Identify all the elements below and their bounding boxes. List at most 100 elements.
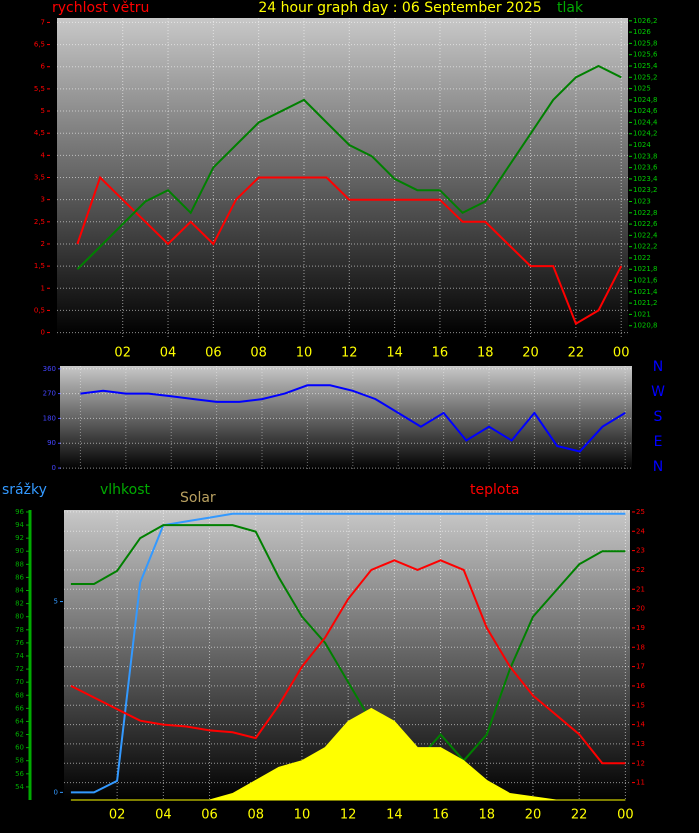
x-tick-label: 22 [571, 808, 588, 823]
y-tick-label: 68 [15, 691, 24, 699]
series-line [70, 524, 626, 763]
y2-tick-label: 1025,6 [633, 51, 658, 59]
y2-tick-label: 15 [636, 701, 645, 709]
y-tick-label: 6,5 [34, 41, 45, 49]
y-tick-label: 2,5 [34, 218, 45, 226]
y-tick-label: 90 [15, 547, 24, 555]
y-tick-label: 4,5 [34, 129, 45, 137]
y-tick-label: 92 [15, 534, 24, 542]
x-tick-label: 14 [386, 808, 403, 823]
y-tick-label: 66 [15, 704, 24, 712]
x-tick-label: 00 [613, 346, 630, 361]
y-tick-label: 56 [15, 770, 24, 778]
x-tick-label: 04 [160, 346, 177, 361]
y2-tick-label: 17 [636, 663, 645, 671]
x-tick-label: 06 [205, 346, 222, 361]
y2-tick-label: 1022 [633, 254, 651, 262]
x-tick-label: 08 [247, 808, 264, 823]
y2-tick-label: 1022,4 [633, 231, 658, 239]
y2-tick-label: 1021,4 [633, 288, 658, 296]
y2-tick-label: 1023 [633, 197, 651, 205]
y-tick-label: 88 [15, 560, 24, 568]
y-tick-label: 86 [15, 573, 24, 581]
y3-tick-label: 5 [54, 598, 58, 606]
direction-label: N [653, 359, 663, 375]
y-tick-label: 2 [41, 240, 45, 248]
y2-tick-label: 1024,2 [633, 130, 658, 138]
y2-tick-label: 1024,4 [633, 118, 658, 126]
y-tick-label: 0,5 [34, 306, 45, 314]
x-tick-label: 04 [155, 808, 172, 823]
x-tick-label: 08 [250, 346, 267, 361]
y-tick-label: 62 [15, 731, 24, 739]
series-label: tlak [557, 0, 584, 16]
y2-tick-label: 1023,2 [633, 186, 658, 194]
y-tick-label: 0 [52, 464, 56, 472]
y2-tick-label: 16 [636, 682, 645, 690]
y2-tick-label: 1026,2 [633, 17, 658, 25]
y2-tick-label: 1021,8 [633, 265, 658, 273]
y2-tick-label: 1026 [633, 28, 651, 36]
y2-tick-label: 20 [636, 605, 645, 613]
y2-tick-label: 1023,6 [633, 164, 658, 172]
y-tick-label: 180 [43, 414, 56, 422]
y-tick-label: 270 [43, 390, 56, 398]
y2-tick-label: 19 [636, 624, 645, 632]
y2-tick-label: 25 [636, 508, 645, 516]
x-tick-label: 06 [201, 808, 218, 823]
y2-tick-label: 12 [636, 759, 645, 767]
direction-label: E [654, 434, 663, 450]
y2-tick-label: 1022,2 [633, 243, 658, 251]
chart-title: 24 hour graph day : 06 September 2025 [258, 0, 541, 16]
y-tick-label: 1 [41, 284, 45, 292]
x-tick-label: 10 [294, 808, 311, 823]
series-label: rychlost větru [52, 0, 149, 16]
series-label: teplota [470, 482, 520, 498]
y3-tick-label: 0 [54, 788, 58, 796]
y2-tick-label: 1021,6 [633, 277, 658, 285]
direction-label: N [653, 459, 663, 475]
y-tick-label: 60 [15, 744, 24, 752]
y-tick-label: 84 [15, 587, 24, 595]
y2-tick-label: 1025,2 [633, 73, 658, 81]
y2-tick-label: 21 [636, 585, 645, 593]
x-tick-label: 18 [478, 808, 495, 823]
y2-tick-label: 1025,8 [633, 39, 658, 47]
y-tick-label: 90 [47, 439, 56, 447]
series-line [70, 559, 626, 765]
x-tick-label: 02 [114, 346, 131, 361]
y-tick-label: 5,5 [34, 85, 45, 93]
series-line [76, 175, 623, 326]
y-tick-label: 82 [15, 600, 24, 608]
series-line [80, 384, 626, 453]
series-line [76, 64, 622, 270]
y-tick-label: 64 [15, 717, 24, 725]
x-tick-label: 20 [525, 808, 542, 823]
y-tick-label: 1,5 [34, 262, 45, 270]
y2-tick-label: 13 [636, 740, 645, 748]
y-tick-label: 4 [41, 151, 46, 159]
x-tick-label: 20 [522, 346, 539, 361]
x-tick-label: 02 [109, 808, 126, 823]
y2-tick-label: 1024,6 [633, 107, 658, 115]
x-tick-label: 16 [432, 346, 449, 361]
x-tick-label: 00 [617, 808, 634, 823]
series-label: vlhkost [100, 482, 151, 498]
y-tick-label: 3 [41, 196, 45, 204]
y2-tick-label: 18 [636, 643, 645, 651]
x-tick-label: 14 [386, 346, 403, 361]
y2-tick-label: 23 [636, 547, 645, 555]
y-tick-label: 54 [15, 783, 24, 791]
y-tick-label: 96 [15, 508, 24, 516]
y-tick-label: 7 [41, 18, 45, 26]
y-tick-label: 72 [15, 665, 24, 673]
y2-tick-label: 24 [636, 527, 645, 535]
y2-tick-label: 22 [636, 566, 645, 574]
y2-tick-label: 1022,8 [633, 209, 658, 217]
y-tick-label: 0 [41, 329, 45, 337]
direction-label: W [651, 384, 665, 400]
y2-tick-label: 1024,8 [633, 96, 658, 104]
y2-tick-label: 1022,6 [633, 220, 658, 228]
x-tick-label: 10 [296, 346, 313, 361]
